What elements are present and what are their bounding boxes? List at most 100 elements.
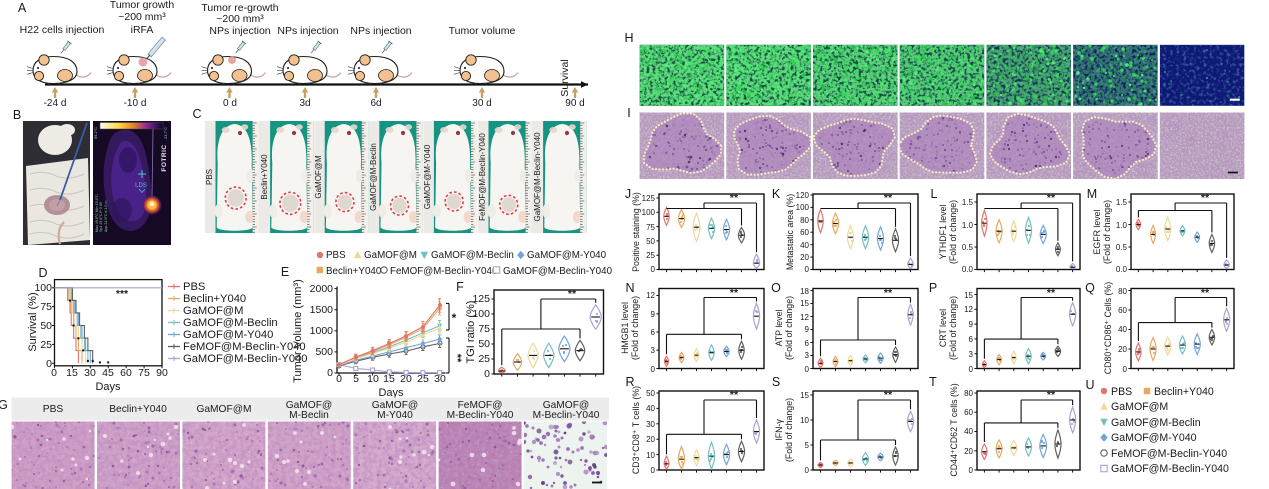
svg-text:**: **: [884, 192, 893, 204]
svg-text:6: 6: [651, 328, 656, 337]
svg-text:0.0: 0.0: [962, 265, 974, 274]
svg-text:L: L: [931, 187, 938, 201]
svg-text:GaMOF@M-Y040: GaMOF@M-Y040: [183, 329, 273, 341]
svg-text:M-Beclin: M-Beclin: [289, 410, 329, 421]
svg-text:GaMOF@M-Y040: GaMOF@M-Y040: [423, 144, 432, 209]
svg-text:(Fold of change): (Fold of change): [948, 296, 958, 360]
svg-text:40: 40: [1118, 325, 1127, 334]
svg-text:**: **: [884, 389, 893, 401]
svg-text:60: 60: [964, 408, 973, 417]
svg-text:H: H: [624, 31, 633, 45]
svg-text:25: 25: [646, 251, 655, 260]
svg-text:120: 120: [796, 191, 810, 200]
svg-text:Positive staining (%): Positive staining (%): [631, 192, 641, 272]
svg-text:S: S: [772, 375, 780, 389]
svg-text:0: 0: [51, 367, 57, 379]
svg-text:NPs injection: NPs injection: [209, 25, 270, 37]
svg-text:5: 5: [353, 373, 359, 385]
svg-text:GaMOF@M-Beclin-Y040: GaMOF@M-Beclin-Y040: [183, 353, 308, 365]
svg-text:1.0: 1.0: [962, 221, 974, 230]
svg-text:9: 9: [805, 325, 810, 334]
svg-text:ATP level: ATP level: [774, 310, 784, 347]
svg-text:CRT level: CRT level: [938, 309, 948, 347]
svg-text:23.7°C: 23.7°C: [164, 127, 168, 139]
svg-text:6: 6: [969, 335, 974, 344]
svg-text:CD44⁺CD62 T cells (%): CD44⁺CD62 T cells (%): [949, 383, 959, 476]
svg-text:M-Beclin-Y040: M-Beclin-Y040: [447, 410, 514, 421]
svg-text:-24 d: -24 d: [44, 98, 67, 109]
svg-text:**: **: [1047, 287, 1056, 299]
svg-text:GaMOF@M-Beclin-Y040: GaMOF@M-Beclin-Y040: [503, 266, 613, 277]
svg-text:Days: Days: [95, 381, 121, 393]
svg-text:Q: Q: [1085, 281, 1095, 295]
svg-text:FeMOF@M-Beclin-Y040: FeMOF@M-Beclin-Y040: [1111, 448, 1227, 460]
svg-text:90: 90: [156, 367, 168, 379]
svg-text:0.0: 0.0: [1116, 265, 1128, 274]
svg-text:GaMOF@M-Beclin: GaMOF@M-Beclin: [431, 250, 514, 261]
svg-text:Sp1 25.8°C P 0.95: Sp1 25.8°C P 0.95: [99, 202, 103, 232]
svg-text:A: A: [18, 1, 27, 15]
svg-text:45: 45: [102, 367, 114, 379]
svg-text:1.5: 1.5: [962, 198, 974, 207]
svg-text:5: 5: [805, 441, 810, 450]
svg-text:**: **: [1047, 192, 1056, 204]
svg-text:K: K: [772, 187, 781, 201]
svg-text:FeMOF@M-Beclin-Y040: FeMOF@M-Beclin-Y040: [390, 266, 498, 277]
svg-text:M: M: [1087, 187, 1097, 201]
svg-text:YTHDF1 level: YTHDF1 level: [938, 205, 948, 260]
svg-text:(Fold of change): (Fold of change): [784, 296, 794, 360]
svg-text:PBS: PBS: [43, 404, 64, 415]
svg-text:40: 40: [964, 427, 973, 436]
svg-text:**: **: [884, 287, 893, 299]
svg-text:20: 20: [1118, 345, 1127, 354]
svg-text:25: 25: [40, 339, 52, 351]
svg-text:Tumor volume: Tumor volume: [449, 25, 516, 37]
svg-text:E: E: [281, 265, 289, 279]
svg-text:CD3⁺CD8⁺ T cells (%): CD3⁺CD8⁺ T cells (%): [631, 386, 641, 474]
svg-text:**: **: [1201, 192, 1210, 204]
svg-text:80: 80: [800, 216, 809, 225]
svg-text:1.0: 1.0: [1116, 221, 1128, 230]
svg-text:App 31.9°C d 1.0 m: App 31.9°C d 1.0 m: [104, 201, 108, 232]
svg-text:75: 75: [138, 367, 150, 379]
svg-text:**: **: [1047, 389, 1056, 401]
svg-text:T: T: [929, 375, 937, 389]
svg-text:GaMOF@: GaMOF@: [543, 400, 590, 411]
svg-text:2000: 2000: [310, 283, 334, 295]
svg-text:0: 0: [969, 365, 974, 374]
svg-text:20: 20: [964, 447, 973, 456]
svg-text:D: D: [38, 266, 47, 280]
svg-text:25: 25: [417, 373, 429, 385]
svg-text:3: 3: [805, 351, 810, 360]
svg-text:Days: Days: [378, 387, 404, 399]
svg-text:15: 15: [800, 299, 809, 308]
svg-text:Tumor Volume (mm³): Tumor Volume (mm³): [292, 279, 304, 383]
svg-text:R: R: [625, 375, 634, 389]
svg-text:N: N: [625, 281, 634, 295]
svg-text:0: 0: [336, 373, 342, 385]
svg-text:GaMOF@M-Beclin: GaMOF@M-Beclin: [183, 317, 278, 329]
svg-text:0: 0: [651, 466, 656, 475]
svg-text:100: 100: [34, 282, 52, 294]
svg-text:0: 0: [805, 265, 810, 274]
svg-text:60: 60: [800, 228, 809, 237]
svg-text:NPs injection: NPs injection: [277, 25, 338, 37]
svg-text:(Fold of change): (Fold of change): [784, 398, 794, 462]
svg-text:6: 6: [805, 339, 810, 348]
svg-text:Beclin+Y040: Beclin+Y040: [1154, 386, 1214, 398]
svg-text:125: 125: [642, 194, 656, 203]
svg-text:80: 80: [1118, 287, 1127, 296]
svg-text:J: J: [625, 187, 631, 201]
svg-text:GaMOF@M-Beclin: GaMOF@M-Beclin: [369, 143, 378, 211]
svg-text:0 d: 0 d: [223, 98, 237, 109]
svg-text:PBS: PBS: [183, 281, 205, 293]
svg-text:0: 0: [651, 265, 656, 274]
svg-text:GaMOF@M: GaMOF@M: [1111, 401, 1168, 413]
svg-text:20: 20: [400, 373, 412, 385]
svg-text:Metastatic area (%): Metastatic area (%): [785, 194, 795, 270]
svg-text:15: 15: [383, 373, 395, 385]
svg-text:0: 0: [327, 367, 333, 379]
svg-text:Beclin+Y040: Beclin+Y040: [326, 266, 382, 277]
svg-text:**: **: [730, 287, 739, 299]
svg-text:FeMOF@M-Beclin-Y040: FeMOF@M-Beclin-Y040: [183, 341, 306, 353]
